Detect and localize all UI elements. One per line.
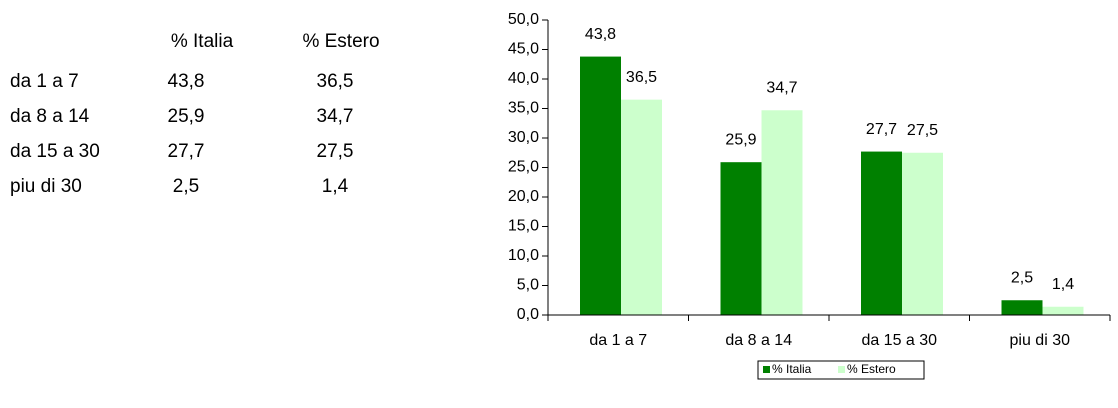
table-header: % Estero xyxy=(302,31,379,52)
row-label: piu di 30 xyxy=(10,176,82,197)
row-label: da 15 a 30 xyxy=(10,141,100,162)
value-label: 25,9 xyxy=(725,131,756,148)
y-tick-label: 30,0 xyxy=(508,129,539,146)
x-tick-label: da 1 a 7 xyxy=(589,332,647,349)
y-tick-label: 35,0 xyxy=(508,100,539,117)
bar xyxy=(621,99,662,316)
table-cell: 27,5 xyxy=(317,141,354,162)
bar xyxy=(720,162,762,315)
bar xyxy=(761,110,803,316)
table-cell: 34,7 xyxy=(317,106,354,127)
bar xyxy=(580,56,621,315)
table-cell: 43,8 xyxy=(168,71,205,92)
x-tick-label: da 15 a 30 xyxy=(861,332,937,349)
value-label: 1,4 xyxy=(1052,276,1074,293)
bar xyxy=(1001,300,1043,315)
row-label: da 1 a 7 xyxy=(10,71,79,92)
legend-swatch xyxy=(838,366,845,373)
value-label: 34,7 xyxy=(766,79,797,96)
value-label: 2,5 xyxy=(1011,269,1033,286)
y-tick-label: 15,0 xyxy=(508,218,539,235)
value-label: 27,5 xyxy=(907,122,938,139)
x-tick-label: da 8 a 14 xyxy=(725,332,792,349)
legend-swatch xyxy=(763,366,770,373)
value-label: 43,8 xyxy=(585,26,616,43)
y-tick-label: 40,0 xyxy=(508,70,539,87)
row-label: da 8 a 14 xyxy=(10,106,90,127)
value-label: 36,5 xyxy=(626,69,657,86)
legend-label: % Italia xyxy=(772,362,812,376)
table-cell: 2,5 xyxy=(173,176,199,197)
y-tick-label: 10,0 xyxy=(508,247,539,264)
table-header: % Italia xyxy=(171,31,234,52)
y-tick-label: 0,0 xyxy=(517,306,539,323)
value-label: 27,7 xyxy=(866,121,897,138)
y-tick-label: 25,0 xyxy=(508,159,539,176)
bar xyxy=(902,152,943,315)
table-cell: 25,9 xyxy=(168,106,205,127)
y-tick-label: 50,0 xyxy=(508,11,539,28)
table-cell: 27,7 xyxy=(168,141,205,162)
y-tick-label: 5,0 xyxy=(517,277,539,294)
bar xyxy=(861,151,902,315)
y-tick-label: 45,0 xyxy=(508,41,539,58)
table-cell: 36,5 xyxy=(317,71,354,92)
legend-label: % Estero xyxy=(847,362,896,376)
table-cell: 1,4 xyxy=(322,176,349,197)
y-tick-label: 20,0 xyxy=(508,188,539,205)
bar xyxy=(1042,306,1084,315)
x-tick-label: piu di 30 xyxy=(1010,332,1071,349)
